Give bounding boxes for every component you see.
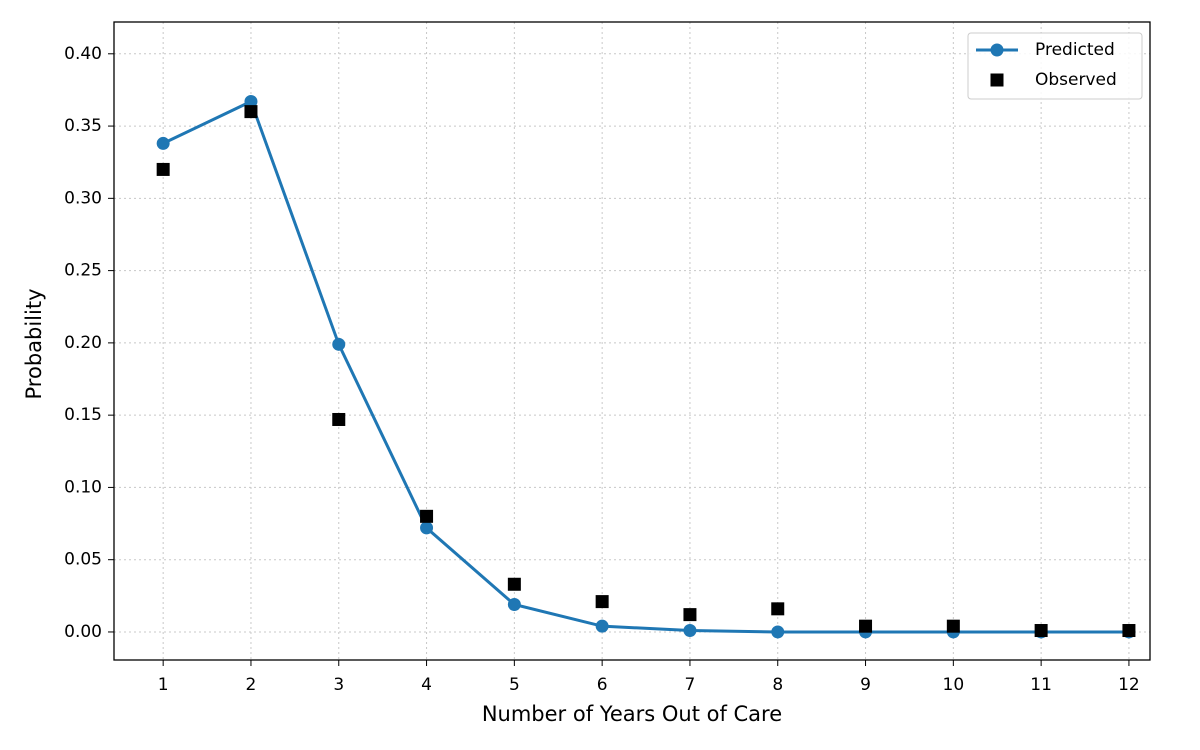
marker xyxy=(507,577,521,591)
marker xyxy=(420,509,434,523)
marker xyxy=(683,624,697,638)
x-tick-label: 3 xyxy=(333,675,344,695)
marker xyxy=(595,619,609,633)
marker xyxy=(771,602,785,616)
y-tick-label: 0.00 xyxy=(64,622,102,642)
x-tick-label: 1 xyxy=(158,675,169,695)
marker xyxy=(244,105,258,119)
marker xyxy=(156,162,170,176)
x-axis-label: Number of Years Out of Care xyxy=(482,702,782,726)
marker xyxy=(156,136,170,150)
marker xyxy=(946,619,960,633)
marker xyxy=(859,619,873,633)
marker xyxy=(244,94,258,108)
x-tick-label: 11 xyxy=(1030,675,1052,695)
marker xyxy=(332,337,346,351)
x-tick-label: 7 xyxy=(685,675,696,695)
legend-marker xyxy=(990,43,1004,57)
y-axis-label: Probability xyxy=(22,288,46,399)
x-tick-label: 8 xyxy=(772,675,783,695)
series-line xyxy=(162,99,1129,634)
y-tick-label: 0.30 xyxy=(64,188,102,208)
x-tick-label: 6 xyxy=(597,675,608,695)
y-tick-label: 0.20 xyxy=(64,333,102,353)
x-tick-label: 9 xyxy=(860,675,871,695)
marker xyxy=(420,521,434,535)
y-tick-label: 0.05 xyxy=(64,550,102,570)
y-tick-label: 0.15 xyxy=(64,405,102,425)
plot-frame xyxy=(113,21,1151,661)
y-tick-label: 0.25 xyxy=(64,261,102,281)
marker xyxy=(771,625,785,639)
x-tick-label: 5 xyxy=(509,675,520,695)
x-tick-label: 4 xyxy=(421,675,432,695)
x-tick-label: 10 xyxy=(943,675,965,695)
marker xyxy=(683,608,697,622)
marker xyxy=(595,595,609,609)
marker xyxy=(332,412,346,426)
x-tick-label: 12 xyxy=(1118,675,1140,695)
marker xyxy=(1034,624,1048,638)
legend-marker xyxy=(990,73,1004,87)
marker xyxy=(507,597,521,611)
y-tick-label: 0.35 xyxy=(64,116,102,136)
x-tick-label: 2 xyxy=(246,675,257,695)
y-tick-label: 0.40 xyxy=(64,44,102,64)
y-tick-label: 0.10 xyxy=(64,477,102,497)
marker xyxy=(1122,624,1136,638)
legend-label: Observed xyxy=(1035,70,1117,90)
legend-label: Predicted xyxy=(1035,40,1115,60)
